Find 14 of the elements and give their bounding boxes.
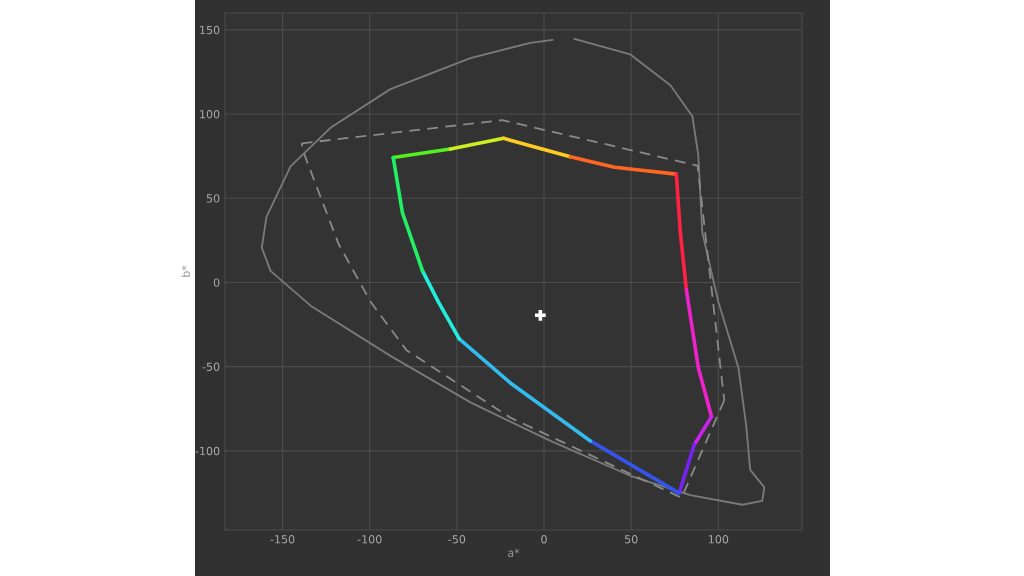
y-tick-label: -100 xyxy=(195,446,220,456)
y-tick-label: 0 xyxy=(213,278,220,287)
x-tick-label: -150 xyxy=(270,535,295,544)
y-tick-label: -50 xyxy=(202,362,220,372)
y-axis-title: b* xyxy=(181,265,190,277)
x-tick-label: 50 xyxy=(624,535,638,544)
x-tick-label: -100 xyxy=(357,535,382,544)
y-tick-label: 100 xyxy=(200,110,220,119)
x-tick-label: -50 xyxy=(448,535,466,544)
x-tick-label: 100 xyxy=(708,535,729,544)
y-tick-label: 50 xyxy=(206,194,220,203)
x-axis-title: a* xyxy=(507,548,520,557)
y-tick-label: 150 xyxy=(200,25,220,35)
x-tick-label: 0 xyxy=(541,535,547,544)
